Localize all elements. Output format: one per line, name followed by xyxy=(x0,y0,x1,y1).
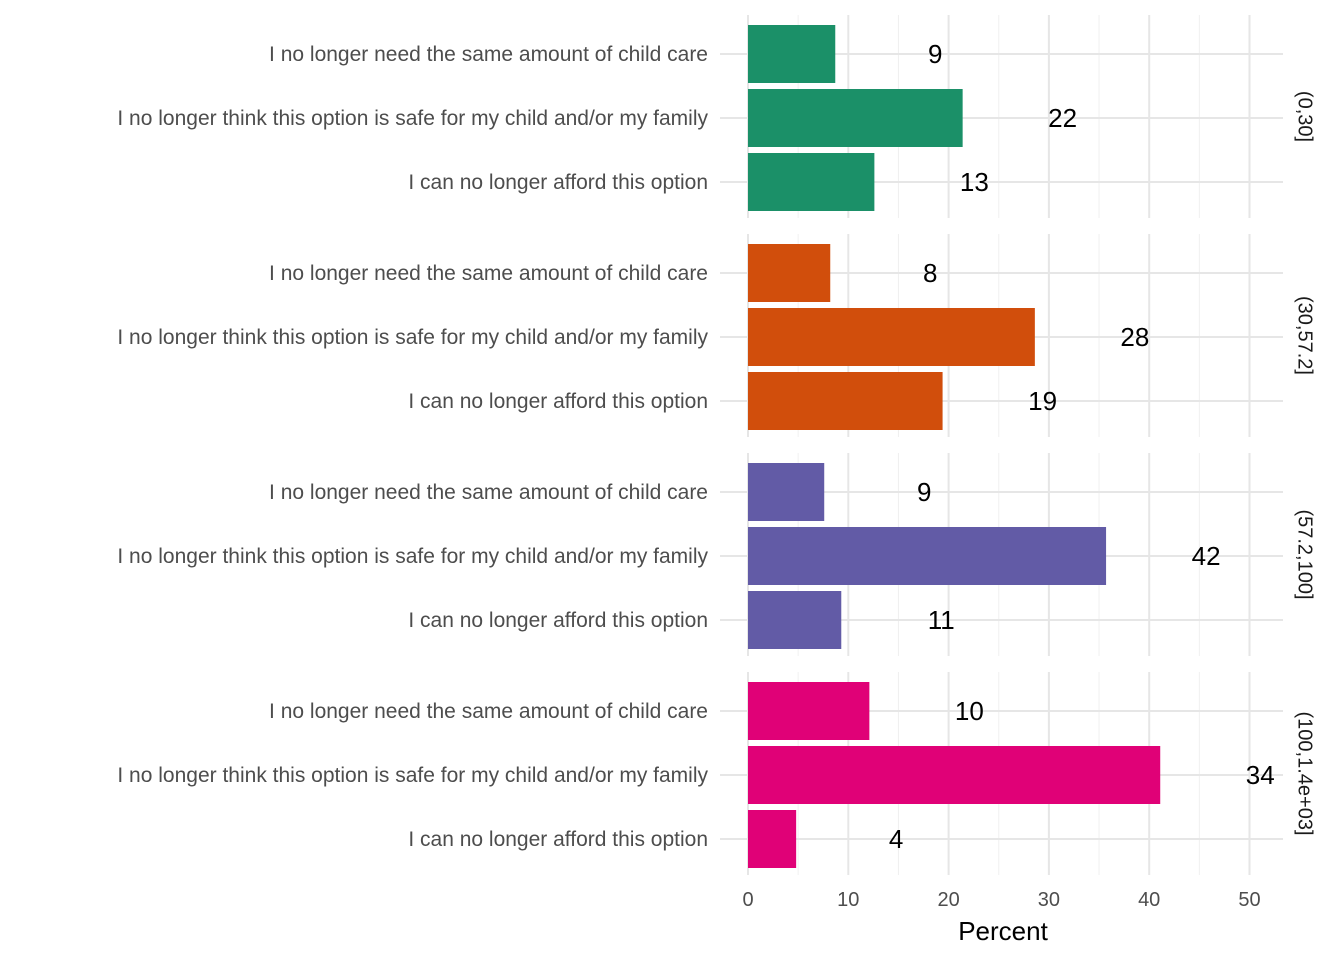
data-label: 19 xyxy=(1028,386,1057,416)
bar xyxy=(748,527,1107,585)
x-axis-title: Percent xyxy=(958,916,1048,946)
category-label: I no longer think this option is safe fo… xyxy=(117,545,708,568)
bar xyxy=(748,89,963,147)
bar xyxy=(748,308,1035,366)
bar xyxy=(748,591,842,649)
panel: I no longer need the same amount of chil… xyxy=(117,453,1316,656)
data-label: 10 xyxy=(955,696,984,726)
data-label: 22 xyxy=(1048,103,1077,133)
data-label: 13 xyxy=(960,167,989,197)
category-label: I can no longer afford this option xyxy=(408,609,708,632)
category-label: I can no longer afford this option xyxy=(408,390,708,413)
data-label: 4 xyxy=(889,824,903,854)
bar xyxy=(748,746,1161,804)
category-label: I no longer need the same amount of chil… xyxy=(269,700,708,723)
category-label: I no longer need the same amount of chil… xyxy=(269,43,708,66)
category-label: I no longer need the same amount of chil… xyxy=(269,262,708,285)
bar xyxy=(748,153,875,211)
bar xyxy=(748,463,825,521)
x-tick-label: 20 xyxy=(937,889,959,911)
category-label: I can no longer afford this option xyxy=(408,171,708,194)
data-label: 8 xyxy=(923,258,937,288)
x-tick-label: 10 xyxy=(837,889,859,911)
category-label: I can no longer afford this option xyxy=(408,828,708,851)
data-label: 9 xyxy=(928,39,942,69)
bar xyxy=(748,682,870,740)
category-label: I no longer think this option is safe fo… xyxy=(117,764,708,787)
bar xyxy=(748,810,797,868)
chart-panels: I no longer need the same amount of chil… xyxy=(117,15,1316,875)
panel: I no longer need the same amount of chil… xyxy=(117,672,1316,875)
x-tick-label: 30 xyxy=(1038,889,1060,911)
data-label: 28 xyxy=(1120,322,1149,352)
category-label: I no longer think this option is safe fo… xyxy=(117,107,708,130)
data-label: 11 xyxy=(928,605,955,635)
facet-strip-label: (30,57.2] xyxy=(1294,296,1316,375)
data-label: 42 xyxy=(1192,541,1221,571)
x-axis: 0 10 20 30 40 50 xyxy=(742,889,1260,911)
data-label: 9 xyxy=(917,477,931,507)
category-label: I no longer need the same amount of chil… xyxy=(269,481,708,504)
x-tick-label: 50 xyxy=(1238,889,1260,911)
facet-strip-label: (100,1.4e+03] xyxy=(1294,712,1316,836)
facet-strip-label: (0,30] xyxy=(1294,91,1316,142)
panel: I no longer need the same amount of chil… xyxy=(117,234,1316,437)
category-label: I no longer think this option is safe fo… xyxy=(117,326,708,349)
panel: I no longer need the same amount of chil… xyxy=(117,15,1316,218)
facet-strip-label: (57.2,100] xyxy=(1294,509,1316,599)
bar xyxy=(748,25,836,83)
bar xyxy=(748,244,831,302)
x-tick-label: 0 xyxy=(742,889,753,911)
data-label: 34 xyxy=(1246,760,1275,790)
bar xyxy=(748,372,943,430)
x-tick-label: 40 xyxy=(1138,889,1160,911)
